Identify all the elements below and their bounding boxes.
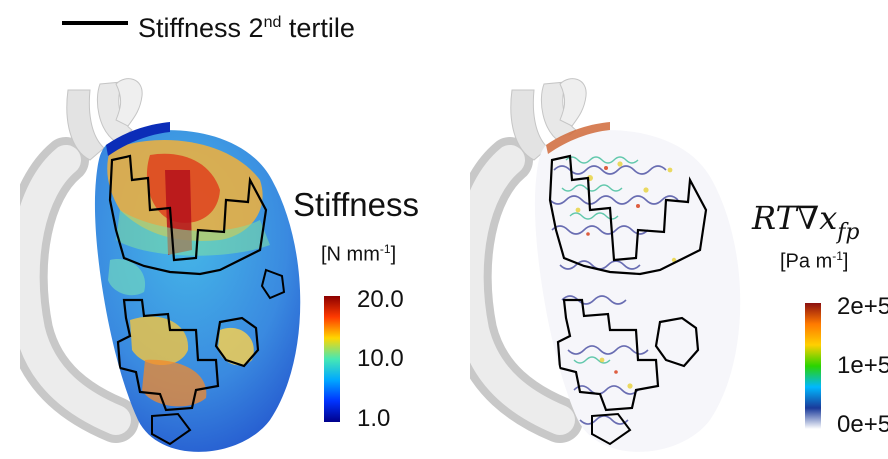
stiffness-tick-min: 1.0: [357, 405, 391, 432]
stiffness-colorbar-title: Stiffness: [293, 186, 419, 223]
gradient-colorbar-title: RT∇xfp: [752, 199, 860, 245]
stiffness-tick-mid: 10.0: [357, 345, 404, 372]
gradient-tick-min: 0e+5: [837, 411, 888, 438]
stiffness-units: [N mm-1]: [321, 242, 397, 266]
stiffness-aorta-render: [20, 60, 320, 459]
legend-line-swatch: [62, 21, 128, 25]
gradient-tick-max: 2e+5: [837, 293, 888, 320]
gradient-colorbar: [805, 303, 821, 429]
stiffness-tick-max: 20.0: [357, 286, 404, 313]
legend-label: Stiffness 2nd tertile: [138, 13, 355, 43]
gradient-units: [Pa m-1]: [780, 249, 849, 273]
gradient-tick-mid: 1e+5: [837, 352, 888, 379]
stiffness-colorbar: [324, 296, 340, 422]
gradient-aorta-render: [470, 60, 770, 459]
